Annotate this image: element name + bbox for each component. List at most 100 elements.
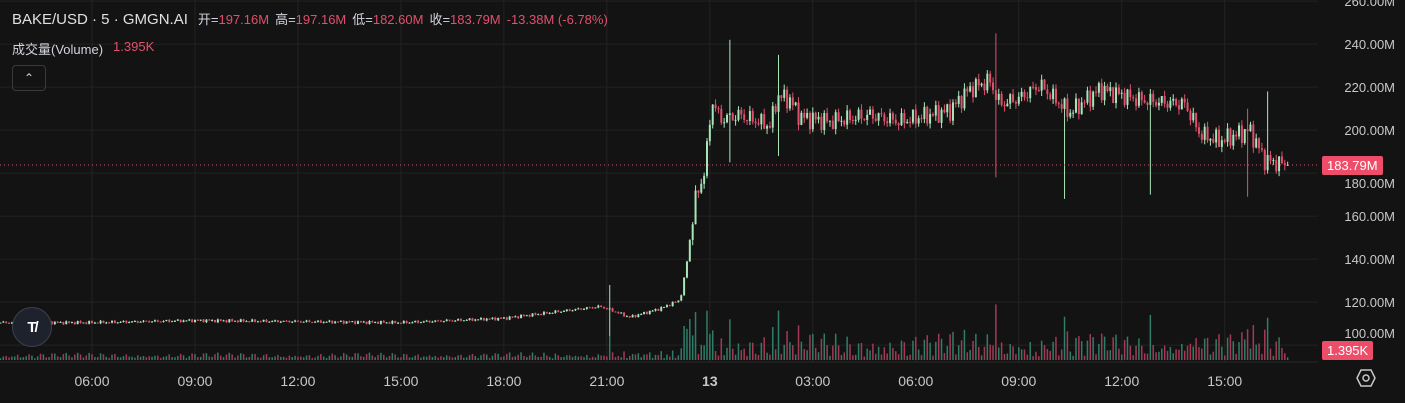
candle-body xyxy=(1014,101,1017,104)
candle-body xyxy=(943,109,946,113)
y-tick-label: 160.00M xyxy=(1344,209,1395,224)
candle-body xyxy=(365,321,368,324)
volume-bar xyxy=(134,357,136,360)
volume-label[interactable]: 成交量(Volume) xyxy=(12,42,104,57)
volume-bar xyxy=(71,357,73,360)
volume-bar xyxy=(1223,355,1226,360)
candle-body xyxy=(1132,97,1135,99)
candle-body xyxy=(1229,128,1232,146)
candle-body xyxy=(1029,86,1032,99)
volume-bar xyxy=(935,341,937,360)
volume-bar xyxy=(311,358,314,360)
candle-body xyxy=(322,321,325,323)
candle-body xyxy=(53,321,56,325)
candle-body xyxy=(59,322,62,324)
volume-bar xyxy=(669,356,671,360)
tradingview-logo[interactable]: T/ xyxy=(12,307,52,347)
candle-body xyxy=(1286,164,1289,166)
candle-body xyxy=(182,320,185,322)
gear-icon[interactable] xyxy=(1356,368,1376,388)
candle-body xyxy=(1278,156,1281,172)
volume-bar xyxy=(217,352,219,360)
candle-body xyxy=(611,308,614,312)
candle-body xyxy=(1100,83,1103,101)
candle-body xyxy=(488,318,491,320)
candle-body xyxy=(788,97,791,109)
volume-bar xyxy=(1281,347,1283,360)
volume-bar xyxy=(1049,350,1051,360)
volume-bar xyxy=(834,333,837,360)
candle-body xyxy=(368,320,371,324)
candle-body xyxy=(113,320,116,323)
candle-body xyxy=(1160,96,1163,103)
volume-bar xyxy=(1006,353,1009,360)
candle-body xyxy=(468,318,471,320)
volume-bar xyxy=(1026,354,1029,360)
candle-body xyxy=(213,320,216,323)
x-tick-label: 12:00 xyxy=(1104,373,1139,389)
volume-bar xyxy=(1120,354,1123,360)
volume-bar xyxy=(405,354,408,360)
volume-bar xyxy=(165,356,168,360)
volume-bar xyxy=(351,356,354,360)
volume-bar xyxy=(1175,349,1177,360)
volume-bar xyxy=(88,352,90,360)
volume-bar xyxy=(437,357,439,360)
candle-body xyxy=(980,83,983,86)
candle-body xyxy=(482,317,485,321)
volume-bar xyxy=(1118,348,1120,360)
volume-bar xyxy=(42,354,45,360)
collapse-legend-button[interactable]: ⌃ xyxy=(12,65,46,91)
volume-bar xyxy=(457,355,459,360)
candle-body xyxy=(997,93,1000,100)
candle-body xyxy=(683,277,686,296)
volume-bar xyxy=(1020,349,1023,360)
volume-bar xyxy=(797,325,800,360)
candle-body xyxy=(831,120,834,129)
candle-body xyxy=(914,109,917,124)
y-tick-label: 120.00M xyxy=(1344,295,1395,310)
candle-body xyxy=(763,114,766,129)
candle-body xyxy=(439,320,442,322)
candle-body xyxy=(849,110,852,120)
candle-body xyxy=(1112,87,1115,104)
volume-bar xyxy=(417,354,419,360)
volume-bar xyxy=(1123,340,1126,360)
candle-body xyxy=(1163,96,1166,104)
candle-body xyxy=(156,320,159,322)
candle-body xyxy=(923,106,926,119)
candle-body xyxy=(448,319,451,321)
candle-body xyxy=(379,320,382,324)
volume-bar xyxy=(752,342,754,360)
candle-body xyxy=(1054,88,1057,104)
candle-body xyxy=(228,319,231,323)
candle-body xyxy=(371,320,374,323)
candle-body xyxy=(299,321,302,323)
volume-bar xyxy=(1203,338,1206,360)
volume-bar xyxy=(812,333,814,360)
candle-body xyxy=(1186,102,1189,111)
volume-bar xyxy=(1135,345,1137,360)
candle-body xyxy=(1189,110,1192,121)
candle-body xyxy=(760,114,763,125)
volume-bar xyxy=(365,354,368,360)
candle-body xyxy=(1137,92,1140,106)
candle-body xyxy=(188,319,191,321)
candle-body xyxy=(1252,124,1255,148)
symbol-title[interactable]: BAKE/USD · 5 · GMGN.AI xyxy=(12,11,188,28)
y-tick-label: 180.00M xyxy=(1344,176,1395,191)
volume-bar xyxy=(875,353,877,360)
volume-bar xyxy=(348,356,351,360)
last-volume-tag: 1.395K xyxy=(1322,341,1374,360)
candle-body xyxy=(1238,125,1241,137)
volume-bar xyxy=(454,357,457,360)
candle-body xyxy=(880,113,883,115)
candle-body xyxy=(314,321,317,323)
candle-body xyxy=(843,120,846,125)
volume-bar xyxy=(577,356,580,360)
candle-body xyxy=(777,95,780,112)
volume-bar xyxy=(1192,346,1195,360)
candle-body xyxy=(1120,92,1123,94)
volume-bar xyxy=(686,328,688,360)
